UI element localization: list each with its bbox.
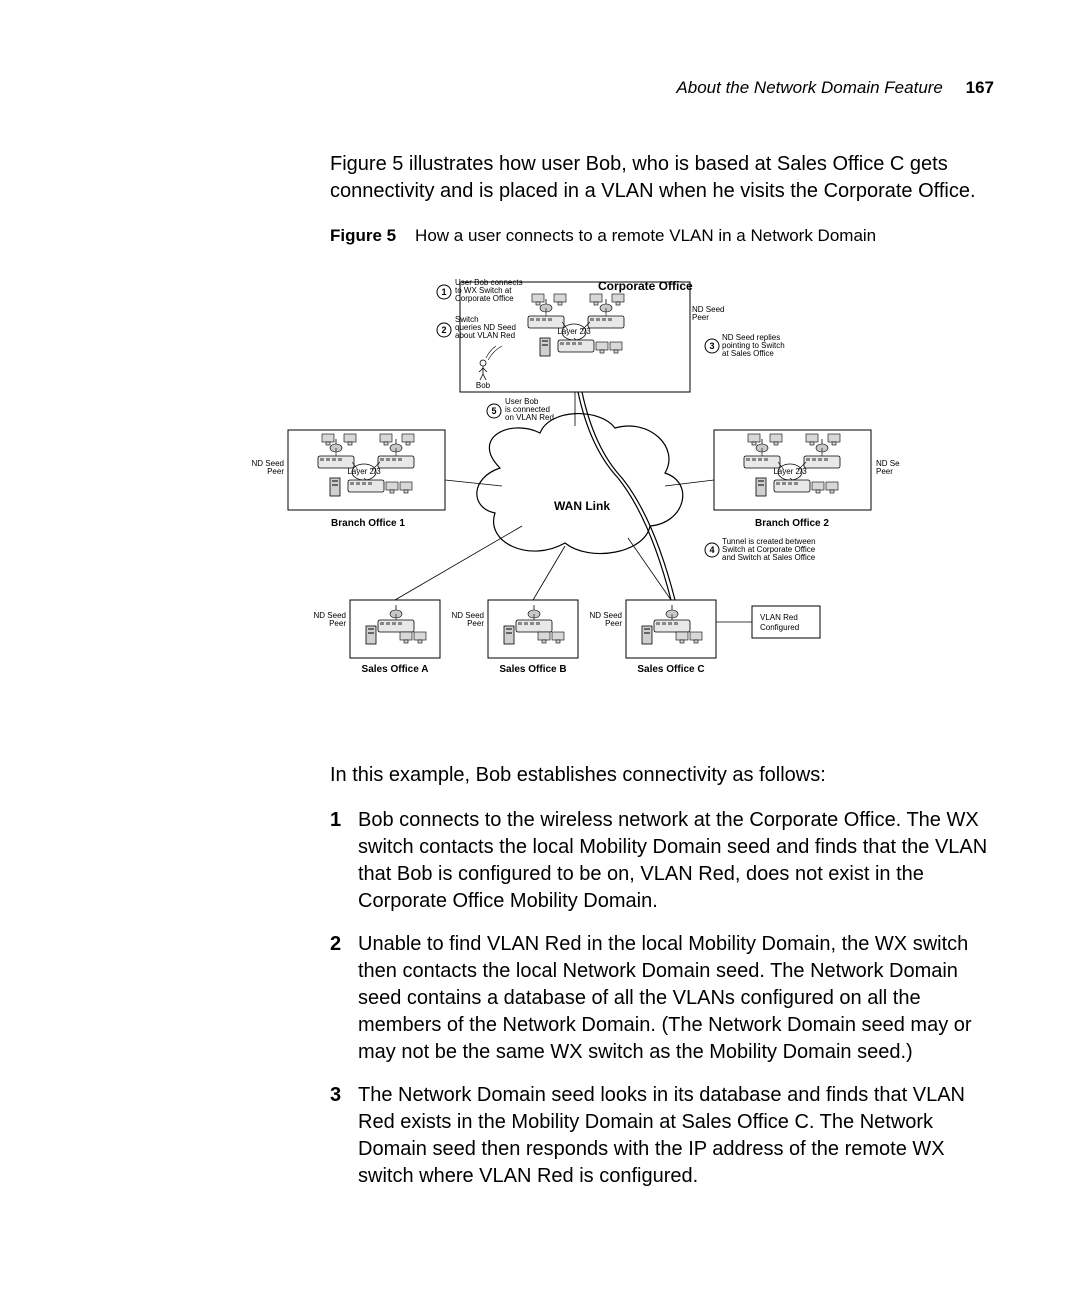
salesA-icon — [366, 605, 426, 644]
wan-label: WAN Link — [554, 499, 610, 513]
body-text: In this example, Bob establishes connect… — [330, 762, 1000, 1206]
branch2-label: Branch Office 2 — [755, 518, 829, 529]
salesB-icon — [504, 605, 564, 644]
svg-text:and Switch at Sales Office: and Switch at Sales Office — [722, 553, 816, 562]
salesC-label: Sales Office C — [637, 664, 704, 675]
svg-text:3: 3 — [709, 341, 714, 351]
vlan-red-box — [752, 606, 820, 638]
figure-title: How a user connects to a remote VLAN in … — [415, 226, 876, 245]
svg-text:5: 5 — [491, 406, 496, 416]
salesB-label: Sales Office B — [499, 664, 566, 675]
svg-text:VLAN Red: VLAN Red — [760, 613, 798, 622]
intro-paragraph: Figure 5 illustrates how user Bob, who i… — [330, 151, 1000, 205]
wan-cloud-icon — [477, 414, 683, 554]
branch1-office-icon — [318, 434, 414, 496]
svg-text:Peer: Peer — [467, 619, 484, 628]
svg-text:4: 4 — [709, 545, 714, 555]
svg-text:2: 2 — [441, 325, 446, 335]
step-3: 3The Network Domain seed looks in its da… — [330, 1082, 1000, 1190]
page-header: About the Network Domain Feature 167 — [676, 78, 994, 98]
corporate-label: Corporate Office — [598, 279, 693, 293]
svg-text:about VLAN Red: about VLAN Red — [455, 331, 515, 340]
bob-person-icon — [479, 360, 487, 380]
branch2-office-icon — [744, 434, 840, 496]
lead-sentence: In this example, Bob establishes connect… — [330, 762, 1000, 789]
svg-text:Peer: Peer — [605, 619, 622, 628]
corporate-office-icon — [528, 294, 624, 356]
step-1: 1Bob connects to the wireless network at… — [330, 807, 1000, 915]
svg-text:Configured: Configured — [760, 623, 799, 632]
step-2: 2Unable to find VLAN Red in the local Mo… — [330, 931, 1000, 1066]
svg-text:Peer: Peer — [329, 619, 346, 628]
svg-text:Peer: Peer — [692, 313, 709, 322]
svg-text:Peer: Peer — [876, 467, 893, 476]
branch1-label: Branch Office 1 — [331, 518, 405, 529]
svg-text:on VLAN Red: on VLAN Red — [505, 413, 554, 422]
figure-number: Figure 5 — [330, 226, 396, 245]
svg-text:1: 1 — [441, 287, 446, 297]
section-title: About the Network Domain Feature — [676, 78, 942, 97]
figure-caption: Figure 5 How a user connects to a remote… — [330, 226, 876, 246]
salesC-icon — [642, 605, 702, 644]
svg-text:Peer: Peer — [267, 467, 284, 476]
svg-text:at Sales Office: at Sales Office — [722, 349, 774, 358]
salesA-label: Sales Office A — [362, 664, 429, 675]
page-number: 167 — [966, 78, 994, 97]
svg-text:Corporate Office: Corporate Office — [455, 294, 514, 303]
network-diagram: Layer 2/3 WAN Link Corporate Office Bob — [220, 268, 900, 708]
bob-label: Bob — [476, 381, 491, 390]
